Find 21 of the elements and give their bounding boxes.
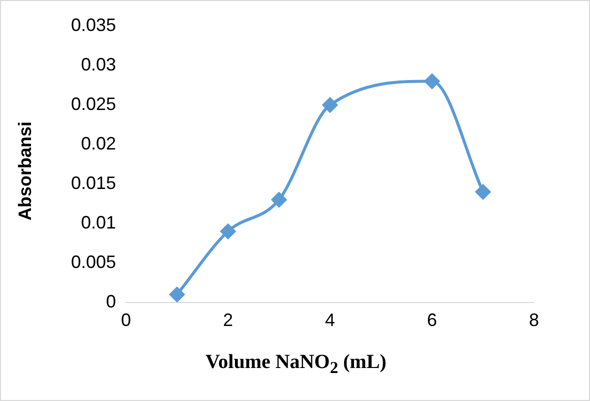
- y-tick-label: 0.01: [80, 212, 116, 232]
- y-tick-label: 0.03: [80, 54, 116, 74]
- y-tick-label: 0.02: [80, 133, 116, 154]
- x-tick-label: 0: [121, 310, 132, 330]
- x-tick-label: 6: [427, 310, 438, 330]
- point: [424, 74, 440, 89]
- x-tick-label: 2: [223, 310, 234, 330]
- point: [322, 97, 338, 112]
- y-tick-label: 0.015: [70, 172, 116, 193]
- x-axis-title: Volume NaNO$_{2}$ (mL): [204, 351, 388, 378]
- y-tick-label: 0.035: [70, 14, 116, 35]
- point: [476, 184, 491, 200]
- x-tick-label: 8: [528, 310, 540, 330]
- x-tick-label: 4: [325, 310, 336, 330]
- point: [220, 224, 236, 239]
- y-tick-label: 0: [106, 291, 116, 312]
- y-tick-label: 0.025: [70, 94, 116, 114]
- y-axis-title: Absorbansi: [15, 121, 36, 221]
- point: [272, 192, 287, 208]
- y-tick-label: 0.005: [70, 252, 116, 272]
- point: [170, 287, 185, 302]
